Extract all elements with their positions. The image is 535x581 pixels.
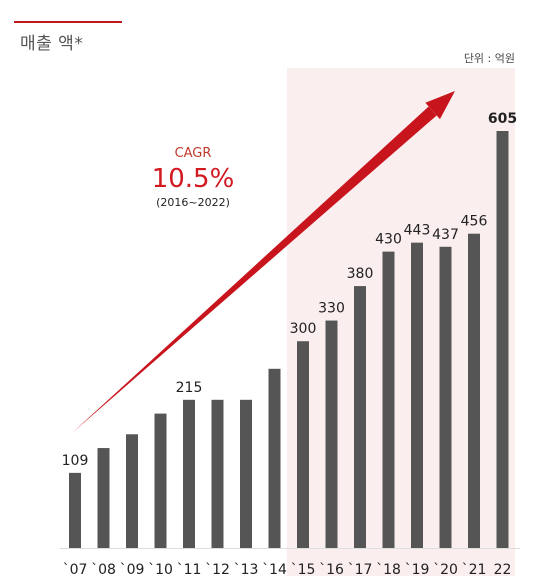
bar-09 <box>126 434 138 548</box>
tick-label-17: `17 <box>348 562 373 578</box>
bar-07 <box>69 472 81 548</box>
bar-12 <box>211 399 224 548</box>
data-label-18: 430 <box>375 232 402 248</box>
bar-15 <box>297 341 309 548</box>
arrow-head <box>425 91 455 120</box>
data-label-20: 437 <box>432 227 459 243</box>
bar-14 <box>268 368 281 548</box>
cagr-label: CAGR <box>174 146 212 161</box>
tick-label-08: `08 <box>91 562 116 578</box>
bar-08 <box>97 448 110 548</box>
tick-label-11: `11 <box>177 562 202 578</box>
tick-label-15: `15 <box>291 562 316 578</box>
data-label-11: 215 <box>176 380 203 396</box>
bar-13 <box>240 399 252 548</box>
growth-arrow <box>72 91 455 433</box>
tick-label-22: 22 <box>494 562 512 578</box>
data-label-17: 380 <box>347 266 374 282</box>
bar-20 <box>439 246 452 548</box>
data-label-15: 300 <box>290 321 317 337</box>
cagr-value: 10.5% <box>151 164 235 194</box>
bar-21 <box>468 233 480 549</box>
tick-label-12: `12 <box>205 562 230 578</box>
tick-label-10: `10 <box>148 562 173 578</box>
tick-label-18: `18 <box>376 562 401 578</box>
bar-22 <box>496 131 509 548</box>
bar-10 <box>154 413 167 548</box>
tick-labels-group: `07 `08 `09 `10 `11 `12 `13 `14 `15 `16 `17 `18 `19 `… <box>63 562 512 578</box>
data-label-07: 109 <box>62 453 89 469</box>
arrow-shaft <box>72 106 437 433</box>
data-label-19: 443 <box>404 223 431 239</box>
bar-16 <box>325 320 338 548</box>
tick-label-14: `14 <box>262 562 287 578</box>
unit-label: 단위 : 억원 <box>463 52 515 65</box>
bar-11 <box>183 399 195 548</box>
data-label-22: 605 <box>488 111 517 127</box>
tick-label-20: `20 <box>433 562 458 578</box>
bar-17 <box>354 286 366 548</box>
data-label-16: 330 <box>318 301 345 317</box>
tick-label-21: `21 <box>462 562 487 578</box>
title-accent-rule <box>14 21 122 23</box>
chart-title: 매출 액* <box>20 34 84 54</box>
bar-18 <box>382 251 395 549</box>
tick-label-13: `13 <box>234 562 259 578</box>
tick-label-09: `09 <box>120 562 145 578</box>
cagr-period: (2016~2022) <box>156 196 230 209</box>
tick-label-07: `07 <box>63 562 88 578</box>
cagr-annotation: CAGR 10.5% (2016~2022) <box>138 146 248 209</box>
tick-label-19: `19 <box>405 562 430 578</box>
data-label-21: 456 <box>461 214 488 230</box>
tick-label-16: `16 <box>319 562 344 578</box>
bar-19 <box>411 242 423 549</box>
bars-group <box>69 131 509 549</box>
